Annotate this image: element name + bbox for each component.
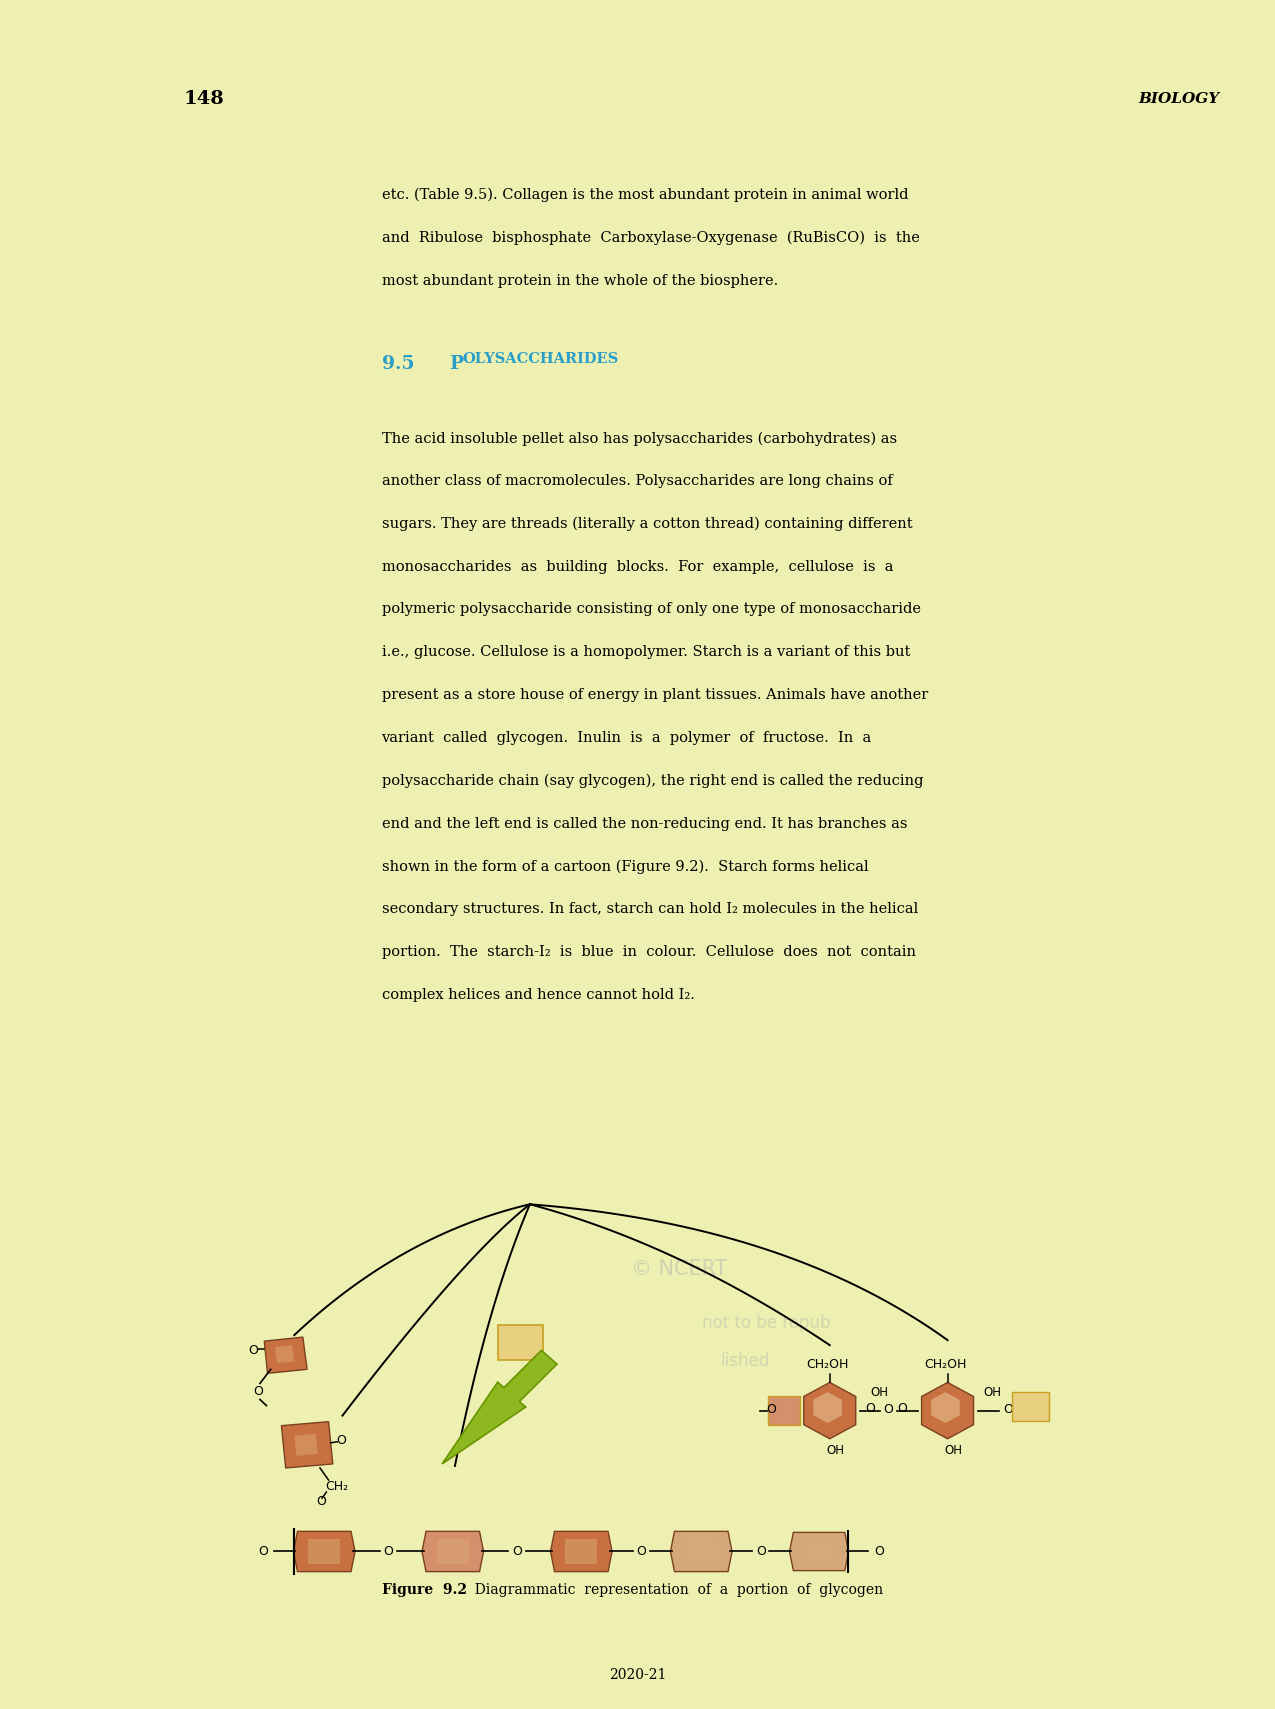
Text: Figure  9.2: Figure 9.2: [381, 1583, 467, 1596]
Text: 148: 148: [184, 91, 224, 108]
Polygon shape: [813, 1393, 842, 1424]
Text: etc. (Table 9.5). Collagen is the most abundant protein in animal world: etc. (Table 9.5). Collagen is the most a…: [381, 188, 908, 202]
Text: © NCERT: © NCERT: [631, 1260, 728, 1280]
Text: O: O: [875, 1545, 884, 1559]
Polygon shape: [922, 1383, 974, 1439]
Polygon shape: [931, 1393, 960, 1424]
Text: 9.5: 9.5: [381, 355, 414, 373]
Text: OH: OH: [944, 1444, 961, 1458]
Text: O: O: [636, 1545, 646, 1559]
Text: O: O: [756, 1545, 765, 1559]
Polygon shape: [685, 1540, 718, 1564]
Polygon shape: [309, 1540, 340, 1564]
Text: portion.  The  starch-I₂  is  blue  in  colour.  Cellulose  does  not  contain: portion. The starch-I₂ is blue in colour…: [381, 945, 915, 959]
Text: O: O: [337, 1434, 347, 1448]
Text: and  Ribulose  bisphosphate  Carboxylase-Oxygenase  (RuBisCO)  is  the: and Ribulose bisphosphate Carboxylase-Ox…: [381, 231, 919, 244]
Text: O: O: [766, 1403, 775, 1417]
Text: present as a store house of energy in plant tissues. Animals have another: present as a store house of energy in pl…: [381, 689, 928, 702]
Text: 2020-21: 2020-21: [609, 1668, 666, 1682]
Text: shown in the form of a cartoon (Figure 9.2).  Starch forms helical: shown in the form of a cartoon (Figure 9…: [381, 860, 868, 873]
Text: O: O: [252, 1384, 263, 1398]
Text: OH: OH: [983, 1386, 1001, 1400]
Polygon shape: [437, 1540, 469, 1564]
Text: CH₂: CH₂: [325, 1480, 348, 1492]
Text: The acid insoluble pellet also has polysaccharides (carbohydrates) as: The acid insoluble pellet also has polys…: [381, 431, 896, 446]
Text: not to be repub: not to be repub: [703, 1314, 830, 1331]
Text: variant  called  glycogen.  Inulin  is  a  polymer  of  fructose.  In  a: variant called glycogen. Inulin is a pol…: [381, 731, 872, 745]
Text: O: O: [513, 1545, 521, 1559]
Text: monosaccharides  as  building  blocks.  For  example,  cellulose  is  a: monosaccharides as building blocks. For …: [381, 559, 892, 574]
Polygon shape: [264, 1336, 307, 1374]
Text: O: O: [384, 1545, 394, 1559]
Text: polymeric polysaccharide consisting of only one type of monosaccharide: polymeric polysaccharide consisting of o…: [381, 603, 921, 617]
Text: complex helices and hence cannot hold I₂.: complex helices and hence cannot hold I₂…: [381, 988, 695, 1001]
Polygon shape: [789, 1533, 849, 1571]
Text: BIOLOGY: BIOLOGY: [1139, 92, 1219, 106]
Polygon shape: [422, 1531, 483, 1572]
Text: Diagrammatic  representation  of  a  portion  of  glycogen: Diagrammatic representation of a portion…: [467, 1583, 884, 1596]
Text: CH₂OH: CH₂OH: [807, 1357, 849, 1371]
Text: most abundant protein in the whole of the biosphere.: most abundant protein in the whole of th…: [381, 273, 778, 287]
Polygon shape: [565, 1540, 598, 1564]
Text: P: P: [449, 355, 463, 373]
Text: O: O: [259, 1545, 268, 1559]
Bar: [768, 1396, 799, 1425]
Text: O: O: [249, 1343, 259, 1357]
Text: another class of macromolecules. Polysaccharides are long chains of: another class of macromolecules. Polysac…: [381, 473, 892, 489]
Text: secondary structures. In fact, starch can hold I₂ molecules in the helical: secondary structures. In fact, starch ca…: [381, 902, 918, 916]
Polygon shape: [442, 1350, 557, 1465]
Bar: [1012, 1393, 1049, 1420]
Polygon shape: [803, 1383, 856, 1439]
Text: CH₂OH: CH₂OH: [924, 1357, 966, 1371]
Text: end and the left end is called the non-reducing end. It has branches as: end and the left end is called the non-r…: [381, 817, 907, 831]
Text: OH: OH: [871, 1386, 889, 1400]
Text: O: O: [316, 1495, 326, 1507]
Text: lished: lished: [720, 1352, 769, 1371]
Text: OLYSACCHARIDES: OLYSACCHARIDES: [463, 352, 620, 366]
Text: O: O: [884, 1403, 894, 1417]
Polygon shape: [295, 1434, 317, 1456]
Polygon shape: [551, 1531, 612, 1572]
Bar: [497, 1324, 543, 1360]
Polygon shape: [282, 1422, 333, 1468]
Text: O: O: [866, 1401, 875, 1415]
Polygon shape: [275, 1345, 295, 1364]
Text: polysaccharide chain (say glycogen), the right end is called the reducing: polysaccharide chain (say glycogen), the…: [381, 774, 923, 788]
Text: O: O: [1003, 1403, 1014, 1417]
Text: OH: OH: [826, 1444, 844, 1458]
Text: sugars. They are threads (literally a cotton thread) containing different: sugars. They are threads (literally a co…: [381, 516, 912, 531]
Polygon shape: [293, 1531, 354, 1572]
Text: O: O: [898, 1401, 907, 1415]
Text: i.e., glucose. Cellulose is a homopolymer. Starch is a variant of this but: i.e., glucose. Cellulose is a homopolyme…: [381, 646, 910, 660]
Polygon shape: [803, 1540, 834, 1564]
Polygon shape: [671, 1531, 732, 1572]
